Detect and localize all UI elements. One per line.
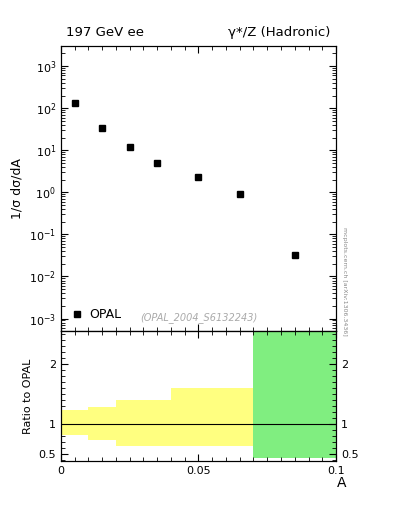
Bar xyxy=(88,407,116,440)
Line: OPAL: OPAL xyxy=(72,101,298,258)
OPAL xyxy=(127,144,132,150)
Bar xyxy=(171,406,253,428)
OPAL xyxy=(237,191,242,197)
Bar xyxy=(253,331,336,458)
Bar xyxy=(61,410,88,435)
Text: 197 GeV ee: 197 GeV ee xyxy=(66,26,144,39)
Text: (OPAL_2004_S6132243): (OPAL_2004_S6132243) xyxy=(140,312,257,323)
Bar xyxy=(61,418,88,430)
X-axis label: A: A xyxy=(337,476,346,490)
OPAL xyxy=(292,251,297,258)
OPAL xyxy=(196,174,201,180)
OPAL xyxy=(100,125,105,132)
Text: mcplots.cern.ch [arXiv:1306.3436]: mcplots.cern.ch [arXiv:1306.3436] xyxy=(342,227,347,336)
Bar xyxy=(88,416,116,431)
Y-axis label: Ratio to OPAL: Ratio to OPAL xyxy=(23,358,33,434)
Bar xyxy=(171,388,253,446)
Bar xyxy=(116,400,171,446)
Text: γ*/Z (Hadronic): γ*/Z (Hadronic) xyxy=(228,26,331,39)
OPAL xyxy=(155,160,160,166)
OPAL xyxy=(72,100,77,106)
Y-axis label: 1/σ dσ/dA: 1/σ dσ/dA xyxy=(11,158,24,219)
Bar xyxy=(116,416,171,428)
Legend: OPAL: OPAL xyxy=(67,305,125,325)
